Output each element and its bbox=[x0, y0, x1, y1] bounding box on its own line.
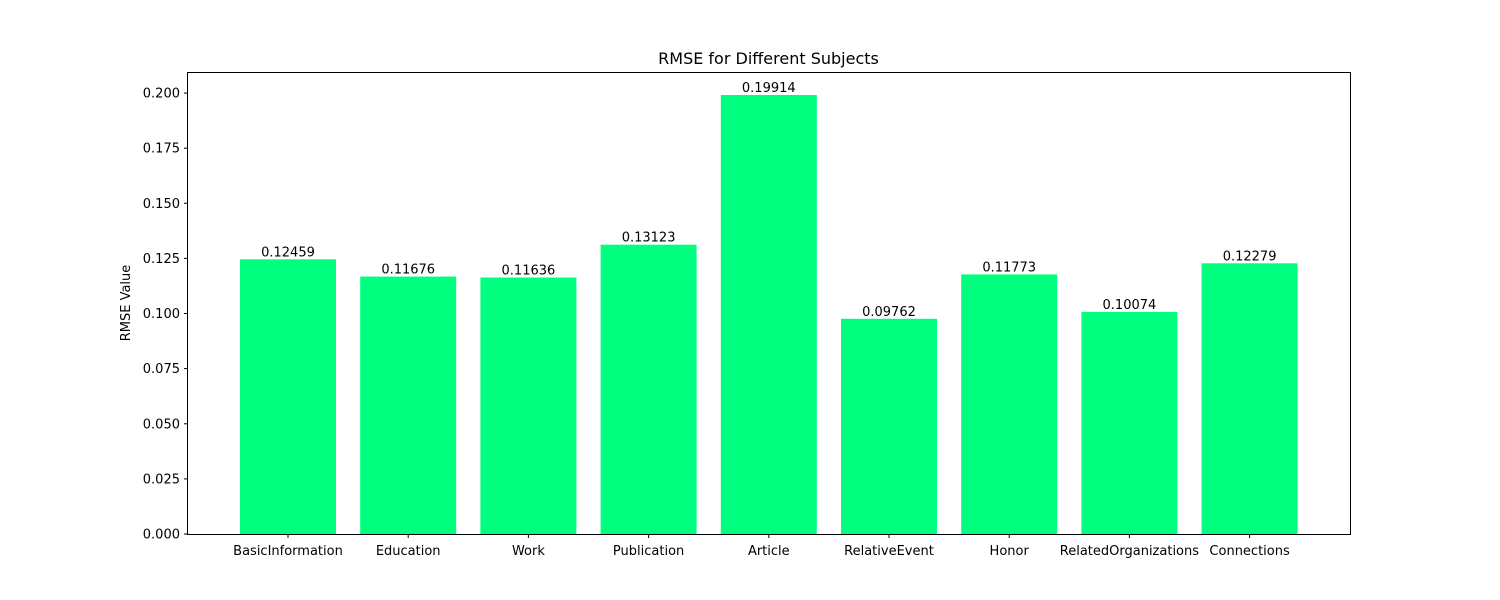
x-tick-label: Article bbox=[748, 544, 790, 559]
bar-value-label: 0.09762 bbox=[862, 305, 916, 320]
bar-BasicInformation bbox=[240, 259, 336, 534]
y-axis-label: RMSE Value bbox=[119, 265, 134, 342]
y-tick-label: 0.050 bbox=[143, 417, 180, 432]
bar-Work bbox=[480, 277, 577, 534]
bar-value-label: 0.11676 bbox=[381, 263, 435, 278]
x-tick-label: Education bbox=[376, 544, 441, 559]
chart-title: RMSE for Different Subjects bbox=[658, 49, 879, 68]
x-tick-label: Work bbox=[512, 544, 545, 559]
bar-Education bbox=[360, 276, 457, 534]
bar-Connections bbox=[1201, 263, 1298, 534]
bar-RelatedOrganizations bbox=[1081, 311, 1178, 534]
y-tick-label: 0.175 bbox=[143, 142, 180, 157]
bar-value-label: 0.11636 bbox=[502, 264, 556, 279]
bar-Honor bbox=[961, 274, 1058, 534]
y-tick-label: 0.000 bbox=[143, 528, 180, 543]
bars-group bbox=[240, 95, 1298, 534]
y-tick-label: 0.150 bbox=[143, 197, 180, 212]
bar-Article bbox=[720, 95, 817, 534]
x-tick-label: RelativeEvent bbox=[844, 544, 934, 559]
x-tick-label: BasicInformation bbox=[233, 544, 343, 559]
bar-Publication bbox=[600, 244, 697, 534]
bar-value-label: 0.13123 bbox=[622, 231, 676, 246]
bar-value-label: 0.12459 bbox=[261, 245, 315, 260]
x-tick-label: RelatedOrganizations bbox=[1060, 544, 1199, 559]
y-tick-label: 0.025 bbox=[143, 472, 180, 487]
bar-value-label: 0.11773 bbox=[982, 260, 1036, 275]
y-tick-label: 0.075 bbox=[143, 362, 180, 377]
bar-value-label: 0.10074 bbox=[1103, 298, 1157, 313]
bar-RelativeEvent bbox=[841, 318, 937, 534]
x-tick-label: Honor bbox=[990, 544, 1030, 559]
y-axis-ticks: 0.000 0.025 0.050 0.075 0.100 0.125 0.150 0.175… bbox=[143, 87, 188, 543]
bar-value-labels: 0.12459 0.11676 0.11636 0.13123 0.19914 0.097… bbox=[261, 81, 1276, 320]
bar-value-label: 0.19914 bbox=[742, 81, 796, 96]
y-tick-label: 0.200 bbox=[143, 87, 180, 102]
y-tick-label: 0.125 bbox=[143, 252, 180, 267]
x-axis-ticks: BasicInformation Education Work Publication… bbox=[233, 534, 1290, 559]
x-tick-label: Connections bbox=[1209, 544, 1290, 559]
y-tick-label: 0.100 bbox=[143, 307, 180, 322]
plot-frame bbox=[187, 72, 1351, 535]
bar-value-label: 0.12279 bbox=[1223, 249, 1277, 264]
x-tick-label: Publication bbox=[613, 544, 684, 559]
